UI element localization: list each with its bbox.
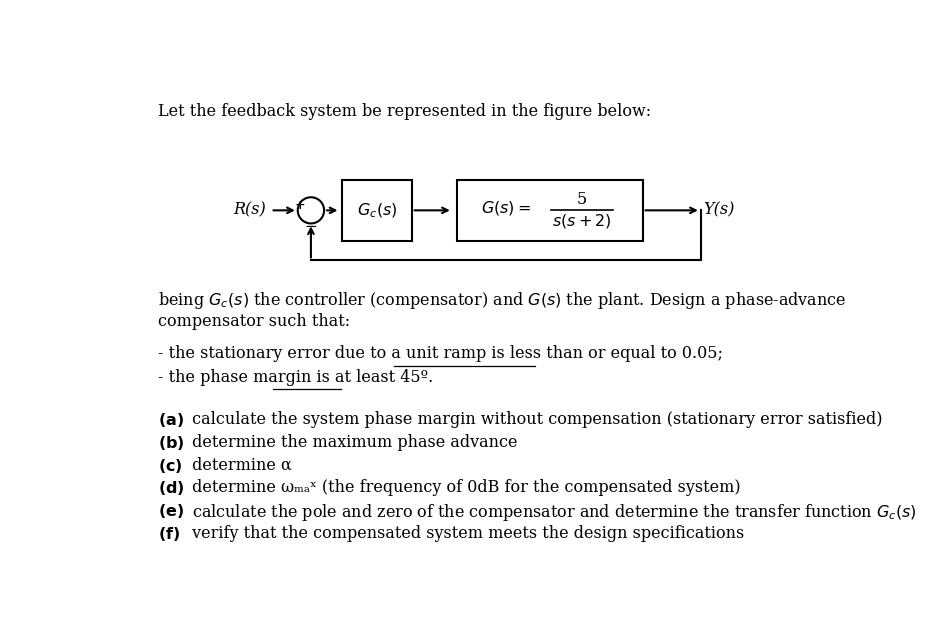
Text: determine ωₘₐˣ (the frequency of 0dB for the compensated system): determine ωₘₐˣ (the frequency of 0dB for…	[187, 479, 741, 496]
FancyBboxPatch shape	[342, 180, 412, 241]
Text: $\bf{(a)}$: $\bf{(a)}$	[158, 411, 184, 429]
Text: R(s): R(s)	[233, 202, 266, 219]
Text: +: +	[295, 199, 305, 212]
Text: $\bf{(e)}$: $\bf{(e)}$	[158, 502, 184, 520]
FancyBboxPatch shape	[457, 180, 643, 241]
Text: $G(s)=$: $G(s)=$	[481, 199, 532, 217]
Text: Y(s): Y(s)	[703, 202, 734, 219]
Text: - the phase margin is at least 45º.: - the phase margin is at least 45º.	[158, 369, 434, 386]
Text: calculate the pole and zero of the compensator and determine the transfer functi: calculate the pole and zero of the compe…	[187, 502, 917, 523]
Text: Let the feedback system be represented in the figure below:: Let the feedback system be represented i…	[158, 103, 651, 120]
Text: - the stationary error due to a unit ramp is less than or equal to 0.05;: - the stationary error due to a unit ram…	[158, 345, 723, 362]
Text: $s(s+2)$: $s(s+2)$	[552, 212, 612, 230]
Text: 5: 5	[577, 191, 587, 208]
Text: determine α: determine α	[187, 457, 291, 474]
Text: being $G_c(s)$ the controller (compensator) and $G(s)$ the plant. Design a phase: being $G_c(s)$ the controller (compensat…	[158, 290, 846, 311]
Text: $\bf{(d)}$: $\bf{(d)}$	[158, 479, 185, 498]
Text: −: −	[304, 219, 317, 234]
Text: compensator such that:: compensator such that:	[158, 312, 351, 329]
Text: $G_c(s)$: $G_c(s)$	[356, 201, 397, 219]
Text: calculate the system phase margin without compensation (stationary error satisfi: calculate the system phase margin withou…	[187, 411, 882, 428]
Text: $\bf{(f)}$: $\bf{(f)}$	[158, 525, 180, 543]
Text: $\bf{(c)}$: $\bf{(c)}$	[158, 457, 183, 475]
Text: $\bf{(b)}$: $\bf{(b)}$	[158, 434, 185, 452]
Text: verify that the compensated system meets the design specifications: verify that the compensated system meets…	[187, 525, 745, 542]
Text: determine the maximum phase advance: determine the maximum phase advance	[187, 434, 517, 451]
